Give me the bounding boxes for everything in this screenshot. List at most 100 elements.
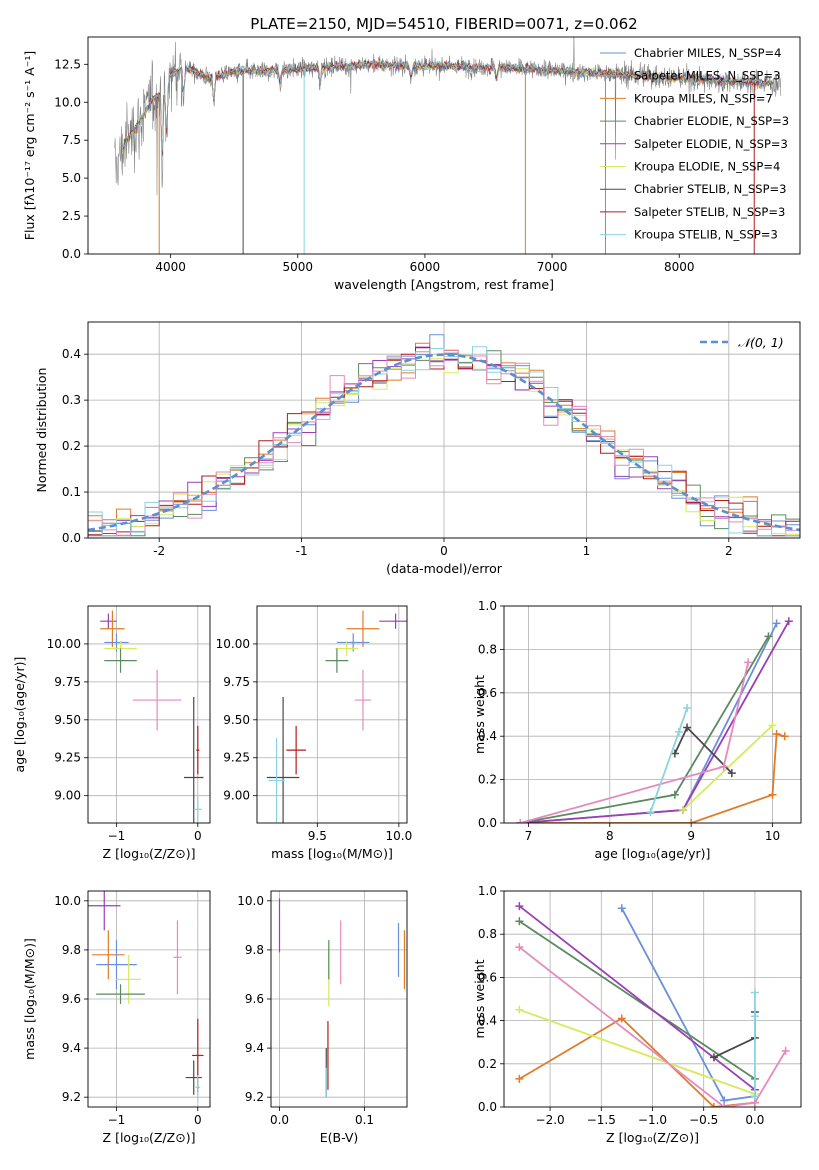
mass_vs_Z-ytick-label: 9.8 [62, 943, 81, 957]
residual-histogram-kroupa-elodie [88, 351, 800, 535]
residuals-panel: -2 -1 0 1 2 0.0 0.1 0.2 0.3 0.4 (data-model)/error… [34, 321, 801, 576]
weight_vs_Z-xtick-label: −2.0 [536, 1113, 565, 1127]
weight_vs_age-ylabel: mass weight [472, 675, 487, 754]
spectrum-legend-label: Kroupa MILES, N_SSP=7 [634, 91, 773, 105]
weight_vs_age-point-marker [768, 721, 777, 730]
weight_vs_Z-point-marker [750, 988, 759, 997]
residuals-xtick-label: 1 [583, 544, 591, 558]
residual-histogram-chabrier-miles [88, 334, 800, 537]
spectrum-legend-label: Salpeter STELIB, N_SSP=3 [634, 205, 785, 219]
residuals-ytick-label: 0.2 [62, 439, 81, 453]
weight_vs_age-point-marker [516, 819, 525, 823]
weight_vs_age-ytick-label: 0.6 [478, 686, 497, 700]
mass_vs_Z-ytick-label: 9.6 [62, 992, 81, 1006]
weight_vs_Z-xtick-label: 0.0 [745, 1113, 764, 1127]
weight_vs_age-point-marker [719, 762, 728, 771]
residuals-legend-label: 𝒩(0, 1) [738, 335, 784, 350]
age_vs_mass-ytick-label: 9.00 [223, 789, 250, 803]
age_vs_mass-ytick-label: 10.00 [216, 637, 250, 651]
weight_vs_Z-series-line [518, 920, 756, 1080]
weight_vs_Z-point-marker [709, 1103, 718, 1107]
spectrum-xlabel: wavelength [Angstrom, rest frame] [334, 277, 554, 292]
age_vs_mass-xlabel: mass [log₁₀(M/M⊙)] [271, 846, 393, 861]
weight_vs_age-point-marker [768, 790, 777, 799]
weight_vs_age-ytick-label: 0.4 [478, 729, 497, 743]
spectrum-xtick-label: 5000 [283, 260, 314, 274]
weight_vs_Z-point-marker [515, 917, 524, 926]
age_vs_mass-xtick-label: 10.0 [385, 829, 412, 843]
weight_vs_age-point-marker [744, 658, 753, 667]
residuals-xtick-label: -2 [153, 544, 165, 558]
spectrum-panel: 4000 5000 6000 7000 8000 0.0 2.5 5.0 7.5 10.0 12.5… [22, 36, 801, 292]
mass_vs_EBV-ytick-label: 9.6 [245, 992, 264, 1006]
age_vs_Z-ytick-label: 9.50 [54, 713, 81, 727]
weight_vs_age-frame [503, 605, 802, 824]
age_vs_Z-xtick-label: −1 [108, 829, 126, 843]
weight_vs_age-xlabel: age [log₁₀(age/yr)] [595, 846, 711, 861]
age_vs_mass-xtick-label: 9.5 [308, 829, 327, 843]
chart-panels: 4000 5000 6000 7000 80000.02.55.07.510.012.5… [12, 36, 802, 1145]
weight_vs_age-plot-area [516, 617, 793, 823]
weight_vs_age-xtick-label: 9 [687, 829, 695, 843]
age_vs_mass-ytick-label: 9.75 [223, 675, 250, 689]
weight_vs_Z-point-marker [515, 902, 524, 911]
weight_vs_age-point-marker [646, 808, 655, 817]
weight_vs_age-point-marker [683, 723, 692, 732]
weight_vs_Z-point-marker [720, 1103, 729, 1107]
residuals-xlabel: (data-model)/error [386, 561, 503, 576]
weight_vs_age-point-marker [764, 632, 773, 641]
weight_vs_age-point-marker [670, 790, 679, 799]
spectrum-ytick-label: 5.0 [62, 171, 81, 185]
residuals-ytick-label: 0.4 [62, 347, 81, 361]
weight_vs_age-point-marker [772, 619, 781, 628]
weight_vs_age-point-marker [670, 749, 679, 758]
residual-histogram-salpeter-stelib [88, 347, 800, 537]
mass_vs_EBV-ytick-label: 9.8 [245, 943, 264, 957]
spectrum-legend-label: Chabrier STELIB, N_SSP=3 [634, 182, 786, 196]
age_vs_Z-ylabel: age [log₁₀(age/yr)] [12, 657, 27, 773]
spectrum-ytick-label: 12.5 [54, 57, 81, 71]
weight_vs_age-ytick-label: 1.0 [478, 599, 497, 613]
spectrum-ytick-label: 2.5 [62, 209, 81, 223]
weight_vs_Z-point-marker [750, 1092, 759, 1101]
age_vs_Z-ytick-label: 9.75 [54, 675, 81, 689]
weight_vs_age-panel: 7 8 9 10 0.0 0.2 0.4 0.6 0.8 1.0 age [log₁₀(age/yr… [472, 599, 802, 861]
age_vs_Z-plot-area [100, 610, 204, 823]
mass_vs_EBV-ytick-label: 10.0 [237, 894, 264, 908]
age_vs_mass-frame [256, 605, 408, 824]
weight_vs_Z-series-line [518, 946, 787, 1107]
residuals-xtick-label: 2 [725, 544, 733, 558]
age_vs_Z-panel: −1 0 9.00 9.25 9.50 9.75 10.00 Z [log₁₀(Z/Z⊙)] a… [12, 605, 211, 861]
mass_vs_EBV-ytick-label: 9.4 [245, 1041, 264, 1055]
spectrum-legend-label: Salpeter MILES, N_SSP=3 [634, 69, 780, 83]
age_vs_mass-ytick-label: 9.50 [223, 713, 250, 727]
weight_vs_Z-point-marker [515, 1005, 524, 1014]
weight_vs_Z-series-line [518, 905, 756, 1091]
weight_vs_Z-xtick-label: −1.0 [638, 1113, 667, 1127]
weight_vs_Z-point-marker [617, 1014, 626, 1023]
spectrum-legend-label: Kroupa ELODIE, N_SSP=4 [634, 160, 780, 174]
mass_vs_Z-ytick-label: 9.4 [62, 1041, 81, 1055]
weight_vs_Z-point-marker [781, 1046, 790, 1055]
spectrum-legend: Chabrier MILES, N_SSP=4 Salpeter MILES, N… [600, 46, 789, 242]
weight_vs_Z-point-marker [515, 1074, 524, 1083]
weight_vs_Z-panel: −2.0 −1.5 −1.0 −0.5 0.0 0.0 0.2 0.4 0.6 0.8 1.0 Z [… [472, 884, 802, 1145]
age_vs_Z-frame [87, 605, 211, 824]
age_vs_Z-xtick-label: 0 [194, 829, 202, 843]
mass_vs_Z-ylabel: mass [log₁₀(M/M⊙)] [22, 938, 37, 1060]
mass_vs_Z-ytick-label: 10.0 [54, 894, 81, 908]
spectrum-xtick-label: 6000 [410, 260, 441, 274]
mass_vs_Z-xtick-label: −1 [108, 1113, 126, 1127]
weight_vs_Z-ytick-label: 0.2 [478, 1057, 497, 1071]
spectrum-xtick-label: 7000 [537, 260, 568, 274]
spectrum-legend-label: Chabrier ELODIE, N_SSP=3 [634, 114, 789, 128]
residuals-legend: 𝒩(0, 1) [700, 335, 784, 350]
spectrum-xtick-label: 4000 [155, 260, 186, 274]
spectrum-legend-label: Chabrier MILES, N_SSP=4 [634, 46, 781, 60]
residuals-xtick-label: -1 [296, 544, 308, 558]
mass_vs_EBV-panel: 0.0 0.1 9.2 9.4 9.6 9.8 10.0 E(B-V) [237, 890, 408, 1145]
weight_vs_Z-ytick-label: 0.4 [478, 1014, 497, 1028]
residuals-plot-area [88, 334, 800, 537]
weight_vs_Z-point-marker [750, 1012, 759, 1021]
spectrum-ytick-label: 7.5 [62, 133, 81, 147]
